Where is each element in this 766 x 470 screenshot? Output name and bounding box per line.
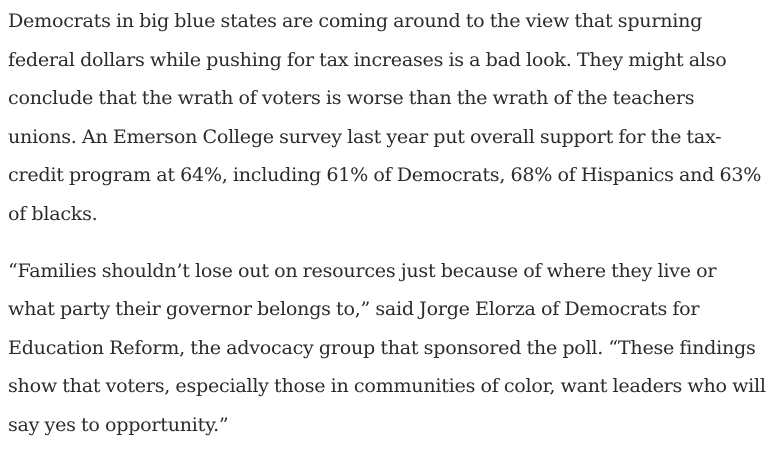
- article-paragraph-1: Democrats in big blue states are coming …: [8, 9, 762, 225]
- article-paragraph-2: “Families shouldn’t lose out on resource…: [8, 258, 766, 436]
- article-body: Democrats in big blue states are coming …: [0, 2, 766, 445]
